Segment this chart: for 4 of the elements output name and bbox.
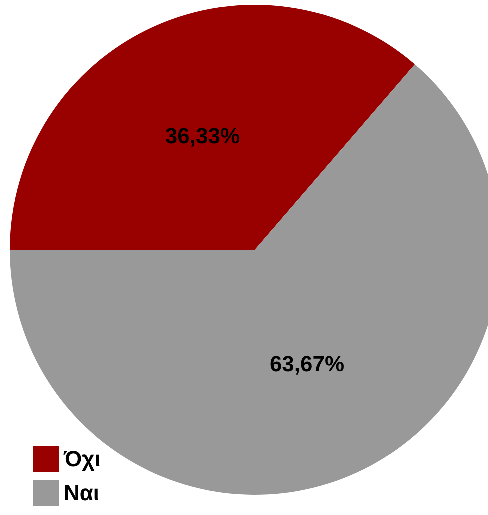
legend-label: Ναι bbox=[64, 480, 100, 506]
data-label: 63,67% bbox=[270, 352, 345, 377]
legend-label: Όχι bbox=[63, 446, 101, 472]
data-label: 36,33% bbox=[165, 123, 240, 148]
